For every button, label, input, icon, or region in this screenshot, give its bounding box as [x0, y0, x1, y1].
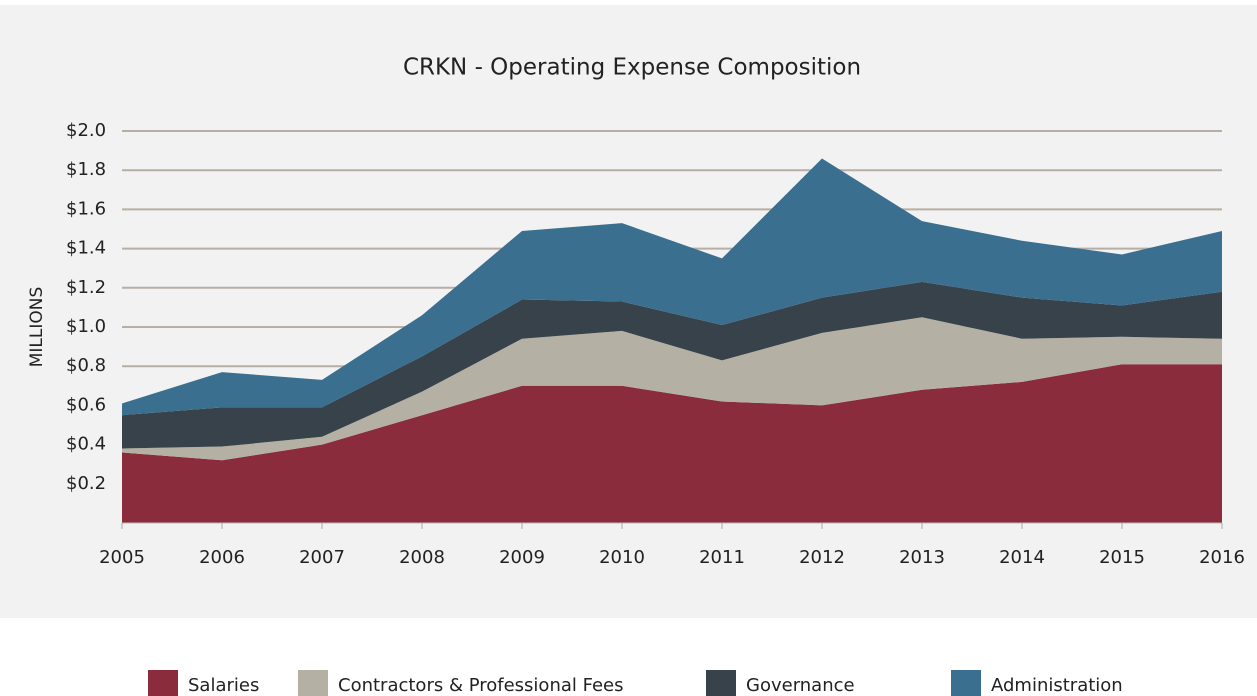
y-tick-label: $0.4 — [66, 434, 106, 455]
x-tick-label: 2010 — [599, 547, 645, 568]
legend-swatch — [148, 670, 178, 696]
y-tick-label: $0.6 — [66, 394, 106, 415]
y-tick-label: $2.0 — [66, 120, 106, 141]
y-tick-label: $1.6 — [66, 198, 106, 219]
legend-label: Salaries — [188, 675, 259, 696]
y-tick-label: $1.4 — [66, 238, 106, 259]
area — [122, 364, 1222, 523]
x-tick-label: 2011 — [699, 547, 745, 568]
legend-label: Governance — [746, 675, 855, 696]
x-tick-label: 2015 — [1099, 547, 1145, 568]
x-tick-label: 2005 — [99, 547, 145, 568]
legend-label: Administration — [991, 675, 1123, 696]
legend-swatch — [706, 670, 736, 696]
legend-swatch — [298, 670, 328, 696]
y-tick-label: $0.8 — [66, 355, 106, 376]
y-tick-label: $1.0 — [66, 316, 106, 337]
y-tick-label: $1.8 — [66, 159, 106, 180]
legend-label: Contractors & Professional Fees — [338, 675, 624, 696]
chart-title: CRKN - Operating Expense Composition — [403, 55, 861, 81]
area — [122, 158, 1222, 416]
x-tick-label: 2009 — [499, 547, 545, 568]
area — [122, 317, 1222, 461]
x-tick-label: 2007 — [299, 547, 345, 568]
x-tick-label: 2016 — [1199, 547, 1245, 568]
y-tick-label: $1.2 — [66, 277, 106, 298]
area — [122, 281, 1222, 449]
legend-swatch — [951, 670, 981, 696]
x-tick-label: 2008 — [399, 547, 445, 568]
x-tick-label: 2013 — [899, 547, 945, 568]
x-tick-label: 2014 — [999, 547, 1045, 568]
y-tick-label: $0.2 — [66, 473, 106, 494]
x-tick-label: 2006 — [199, 547, 245, 568]
y-axis-label: MILLIONS — [27, 287, 47, 368]
x-tick-label: 2012 — [799, 547, 845, 568]
